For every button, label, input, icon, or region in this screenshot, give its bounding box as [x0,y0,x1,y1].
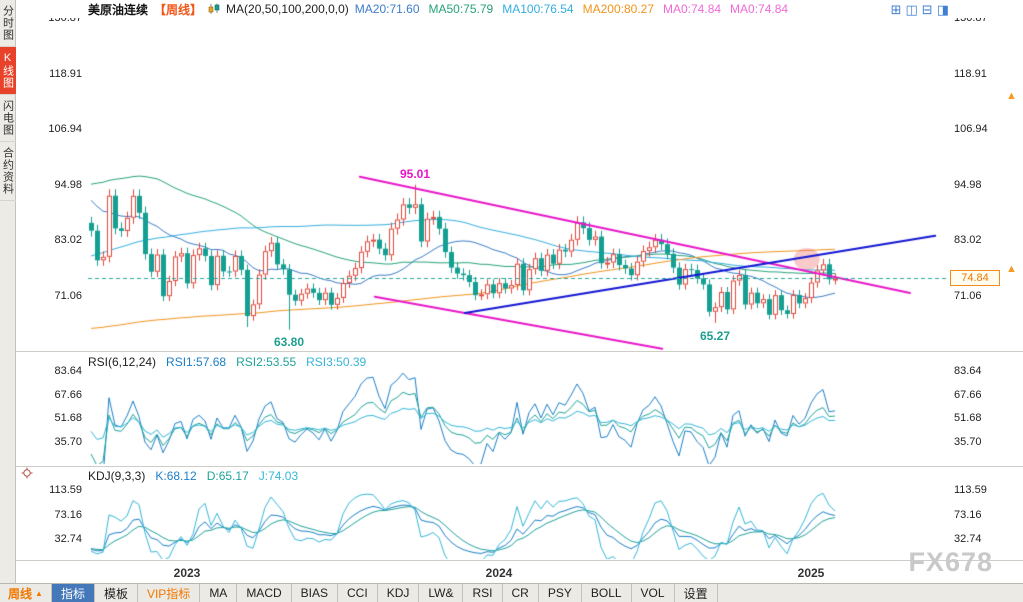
kdj-value: D:65.17 [206,469,249,483]
rsi-value: RSI3:50.39 [306,355,367,369]
kdj-header: KDJ(9,3,3) K:68.12 D:65.17 J:74.03 [88,469,298,483]
bottom-toolbar: 周线 ▲ 指标 模板 VIP指标 MA MACD BIAS CCI KDJ LW& RSI CR PS… [0,583,1023,602]
price-direction-up-arrow[interactable]: ▲ [1006,263,1017,275]
ma-value: MA200:80.27 [582,2,654,16]
bottom-tab-LW&[interactable]: LW& [419,584,464,602]
bottom-tab-KDJ[interactable]: KDJ [378,584,420,602]
rsi-header: RSI(6,12,24) RSI1:57.68 RSI2:53.55 RSI3:50… [88,355,366,369]
period-selector[interactable]: 周线 ▲ [0,584,52,602]
chart-header: 美原油连续 【周线】 MA(20,50,100,200,0,0) MA20:71… [16,0,1023,18]
rsi-values: RSI1:57.68 RSI2:53.55 RSI3:50.39 [166,355,366,369]
bottom-tab-MACD[interactable]: MACD [237,584,292,602]
bottom-tab-设置[interactable]: 设置 [675,584,718,602]
rsi-label: RSI(6,12,24) [88,355,157,369]
kdj-value: K:68.12 [155,469,197,483]
sidebar-item-lightning-chart[interactable]: 闪电图 [0,95,16,142]
bottom-tab-BOLL[interactable]: BOLL [582,584,632,602]
indicator-tabs: 指标 模板 VIP指标 MA MACD BIAS CCI KDJ LW& RSI CR PSY BOLL… [51,584,718,602]
kdj-value: J:74.03 [258,469,299,483]
scroll-up-arrow[interactable]: ▲ [1006,90,1017,102]
period-label: 周线 [8,586,33,601]
ma-values: MA20:71.60 MA50:75.79 MA100:76.54 MA200:80.… [355,2,788,16]
ma-settings-label[interactable]: MA(20,50,100,200,0,0) [226,2,349,16]
ma-value: MA100:76.54 [502,2,574,16]
bottom-tab-PSY[interactable]: PSY [539,584,582,602]
instrument-title: 美原油连续 [88,2,149,17]
bottom-tab-RSI[interactable]: RSI [463,584,503,602]
bottom-tab-VIP指标[interactable]: VIP指标 [138,584,201,602]
bottom-tab-CCI[interactable]: CCI [338,584,378,602]
ma-value: MA0:74.84 [663,2,722,16]
panel-separator [16,560,1023,561]
current-price-label: 74.84 [950,270,1000,287]
chevron-up-icon: ▲ [35,588,43,598]
bottom-tab-MA[interactable]: MA [200,584,238,602]
layout-single-icon[interactable]: ⊞ [890,1,902,17]
kdj-label: KDJ(9,3,3) [88,469,146,483]
period-tag: 【周线】 [154,2,203,17]
ma-value: MA20:71.60 [354,2,420,16]
sidebar-item-time-chart[interactable]: 分时图 [0,0,16,47]
sidebar-item-kline-chart[interactable]: K线图 [0,47,16,95]
layout-split-vertical-icon[interactable]: ⊟ [921,1,933,17]
ma-value: MA0:74.84 [730,2,789,16]
bottom-tab-VOL[interactable]: VOL [632,584,675,602]
panel-separator [16,351,1023,352]
bottom-tab-模板[interactable]: 模板 [95,584,138,602]
bottom-tab-指标[interactable]: 指标 [51,584,95,602]
rsi-value: RSI2:53.55 [236,355,297,369]
sidebar-item-contract-info[interactable]: 合约资料 [0,142,16,201]
indicator-settings-icon[interactable] [21,467,33,482]
candlestick-icon [208,3,220,15]
layout-icons: ⊞ ◫ ⊟ ◨ [891,3,949,16]
panel-separator [16,466,1023,467]
chart-type-sidebar: 分时图 K线图 闪电图 合约资料 [0,0,16,602]
bottom-tab-CR[interactable]: CR [503,584,539,602]
bottom-tab-BIAS[interactable]: BIAS [292,584,339,602]
layout-grid-icon[interactable]: ◨ [936,1,949,17]
rsi-value: RSI1:57.68 [166,355,227,369]
ma-value: MA50:75.79 [428,2,494,16]
kdj-values: K:68.12 D:65.17 J:74.03 [155,469,298,483]
watermark: FX678 [908,547,993,577]
layout-split-horizontal-icon[interactable]: ◫ [905,1,918,17]
